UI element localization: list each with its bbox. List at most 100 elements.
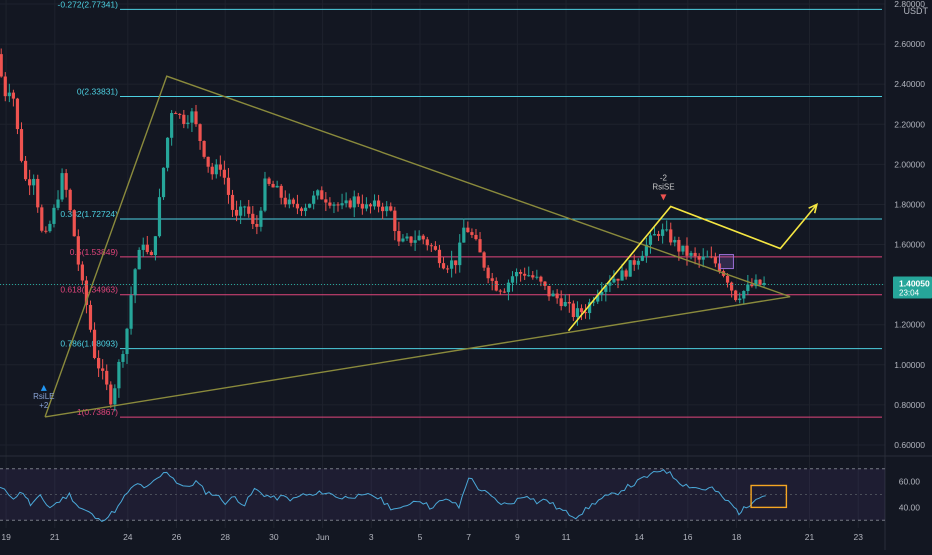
candle-body (725, 275, 730, 283)
candle-body (677, 239, 681, 252)
price-tick-label: 2.00000 (894, 159, 925, 169)
fib-level-label: 1(0.73867) (77, 407, 118, 417)
time-tick-label: Jun (316, 532, 330, 542)
candle-body (324, 199, 328, 203)
price-tick-label: 2.20000 (894, 119, 925, 129)
candle-body (157, 197, 162, 237)
candle-body (409, 236, 413, 243)
candle-body (417, 235, 421, 241)
candle-body (360, 203, 364, 209)
time-axis[interactable]: 19 21 24 26 28 30 Jun 3 5 7 9 11 14 16 18 21 23 (1, 532, 863, 542)
candle-body (616, 278, 620, 281)
candle-body (628, 260, 632, 277)
candle-body (202, 140, 206, 157)
candle-body (121, 354, 125, 362)
candle-body (190, 111, 194, 123)
candle-body (652, 234, 657, 236)
candle-body (48, 223, 52, 232)
candle-body (397, 231, 401, 242)
candle-body (109, 384, 113, 405)
candle-body (685, 245, 689, 256)
candle-body (697, 256, 701, 260)
last-price-tag (893, 276, 932, 299)
candle-body (644, 244, 649, 256)
candle-body (105, 370, 109, 385)
candle-body (218, 164, 222, 170)
candle-body (206, 156, 210, 167)
candle-body (287, 199, 291, 205)
candle-body (178, 113, 182, 115)
candle-body (746, 284, 750, 292)
candle-countdown: 23:04 (899, 289, 920, 298)
candle-body (372, 200, 377, 207)
candle-body (23, 160, 28, 180)
candle-body (454, 260, 458, 266)
candle-body (579, 308, 584, 313)
candle-body (320, 190, 324, 200)
signal-label: RsiSE (652, 182, 674, 191)
candle-body (563, 301, 567, 307)
candle-body (490, 278, 494, 281)
fibonacci-levels[interactable]: -0.272(2.77341) 0(2.33831) 0.382(1.72724) 0… (58, 0, 883, 418)
candle-body (64, 173, 68, 190)
candle-body (636, 260, 640, 265)
time-tick-label: 14 (634, 532, 644, 542)
candle-body (437, 249, 442, 264)
candle-body (510, 276, 515, 283)
candle-body (494, 280, 498, 291)
time-tick-label: 5 (418, 532, 423, 542)
candle-body (381, 206, 385, 212)
time-tick-label: 9 (515, 532, 520, 542)
candle-body (198, 124, 202, 141)
candle-body (364, 204, 369, 209)
signal-arrow-down (660, 194, 667, 201)
triangle-pattern (44, 75, 791, 418)
drawing-tools[interactable] (44, 75, 819, 418)
candle-body (60, 173, 64, 200)
candle-body (312, 195, 316, 204)
candle-body (174, 113, 178, 115)
candle-body (226, 177, 231, 195)
candle-body (251, 213, 255, 224)
candle-body (165, 137, 170, 168)
projection-path (567, 203, 818, 332)
candle-body (222, 169, 226, 178)
candle-body (575, 308, 580, 318)
candle-body (7, 92, 11, 97)
time-tick-label: 18 (732, 532, 742, 542)
price-tick-label: 1.60000 (894, 240, 925, 250)
candle-body (214, 164, 218, 175)
candlestick-series (0, 48, 766, 412)
candle-body (421, 235, 425, 240)
candle-body (308, 203, 312, 208)
candle-body (344, 200, 348, 204)
price-tick-label: 2.60000 (894, 39, 925, 49)
candle-body (52, 207, 56, 224)
price-tick-label: 2.40000 (894, 79, 925, 89)
candle-body (543, 281, 547, 286)
candle-body (40, 207, 44, 231)
candle-body (328, 202, 332, 206)
candle-body (648, 235, 653, 245)
candle-body (762, 282, 766, 285)
candle-body (271, 183, 275, 188)
candle-body (88, 304, 93, 330)
candle-body (734, 290, 738, 301)
candle-body (401, 238, 405, 242)
time-tick-label: 23 (853, 532, 863, 542)
candle-body (433, 246, 437, 250)
candle-body (340, 203, 344, 206)
candle-body (36, 178, 40, 208)
candle-body (255, 223, 259, 227)
signal-sublabel: -2 (660, 173, 668, 182)
candle-body (291, 199, 295, 204)
time-tick-label: 26 (172, 532, 182, 542)
candle-body (604, 285, 608, 292)
candle-body (502, 291, 506, 293)
candle-body (559, 298, 563, 307)
candle-body (129, 295, 133, 329)
candle-body (523, 273, 527, 276)
